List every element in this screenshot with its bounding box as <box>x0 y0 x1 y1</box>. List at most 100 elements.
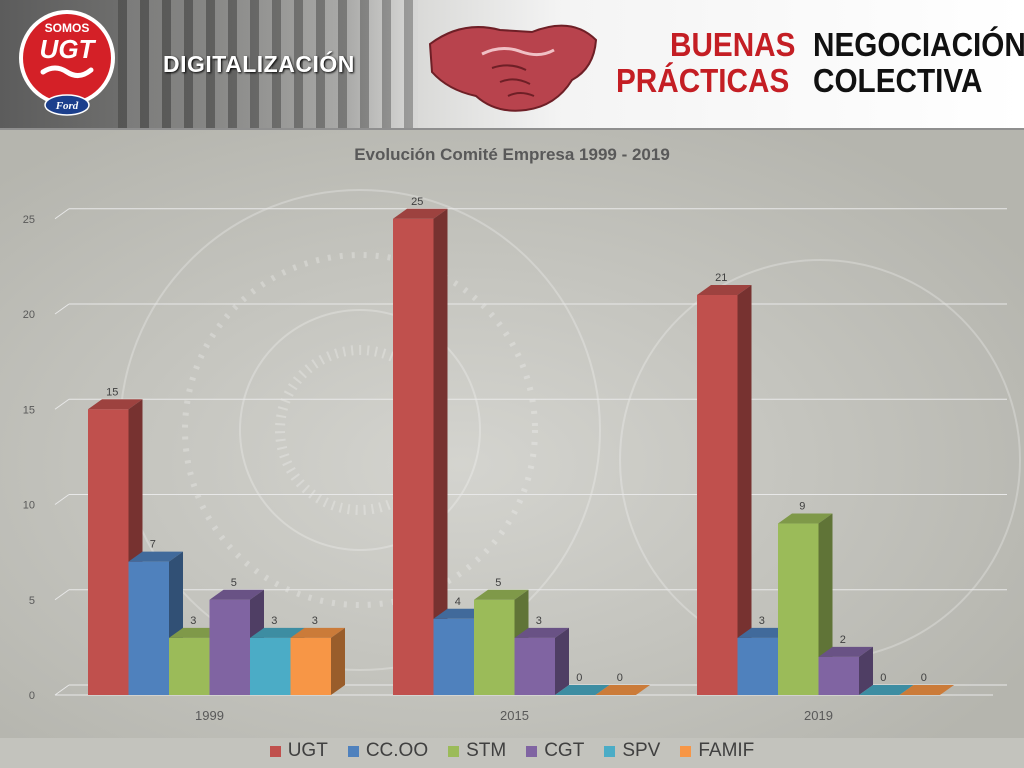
ford-oval-icon <box>44 94 90 116</box>
section-title: DIGITALIZACIÓN <box>163 51 355 77</box>
bar-stm-2019 <box>778 513 833 695</box>
bar-spv-1999 <box>250 627 305 695</box>
legend-swatch <box>604 745 616 757</box>
bar-top <box>128 551 183 562</box>
bar-top <box>290 627 345 638</box>
gridline-diag <box>54 208 70 220</box>
bar-famif-2015 <box>595 685 650 696</box>
bar-front <box>169 637 210 695</box>
bar-top <box>514 627 569 638</box>
gridline-diag <box>54 398 70 410</box>
bar-top <box>899 685 954 695</box>
legend-label: CC.OO <box>365 740 429 761</box>
bar-front <box>88 409 129 695</box>
legend-item: SPV <box>604 740 660 762</box>
bar-side <box>555 627 569 695</box>
gridline-diag <box>54 684 70 696</box>
logo-somos-text: SOMOS <box>45 21 90 35</box>
legend-label: CGT <box>544 740 585 761</box>
legend-swatch <box>269 745 281 757</box>
gridline-diag <box>54 589 70 601</box>
data-label: 0 <box>880 672 886 684</box>
bar-front <box>433 618 474 695</box>
y-tick-label: 10 <box>23 500 35 512</box>
data-label: 21 <box>715 272 727 284</box>
bar-top <box>209 589 264 600</box>
chart-title: Evolución Comité Empresa 1999 - 2019 <box>354 145 670 164</box>
data-label: 15 <box>106 386 118 398</box>
bar-cgt-2015 <box>514 627 569 695</box>
bar-ccoo-1999 <box>128 551 183 695</box>
logo-hands-icon <box>40 65 94 78</box>
handshake-icon <box>428 24 598 112</box>
x-tick-label: 1999 <box>195 708 224 723</box>
header-photo <box>118 0 418 128</box>
y-tick-label: 5 <box>29 595 35 607</box>
title-buenas: BUENAS <box>670 26 796 63</box>
y-tick-label: 20 <box>23 309 35 321</box>
data-label: 7 <box>150 539 156 551</box>
gridline-diag <box>54 303 70 315</box>
data-label: 2 <box>840 634 846 646</box>
title-negociacion: NEGOCIACIÓN <box>813 26 1024 63</box>
data-label: 4 <box>455 596 461 608</box>
header-banner: SOMOS UGT Ford DIGITALIZACIÓN BUENAS NEG… <box>0 0 1024 130</box>
data-label: 0 <box>576 672 582 684</box>
data-label: 3 <box>190 615 196 627</box>
y-tick-label: 0 <box>29 690 35 702</box>
bar-front <box>697 294 738 695</box>
bar-top <box>859 685 914 695</box>
data-label: 3 <box>536 615 542 627</box>
legend-item: CC.OO <box>347 740 429 762</box>
data-label: 25 <box>411 196 423 208</box>
legend-label: FAMIF <box>698 740 755 761</box>
bar-top <box>474 589 529 600</box>
legend-item: STM <box>448 740 506 762</box>
bar-top <box>250 627 305 638</box>
bar-side <box>737 284 752 695</box>
data-label: 5 <box>231 577 237 589</box>
y-tick-label: 15 <box>23 404 35 416</box>
y-tick-label: 25 <box>23 214 35 226</box>
bar-ugt-2015 <box>393 208 448 695</box>
gridline-diag <box>54 494 70 505</box>
bar-top <box>88 399 143 410</box>
bar-top <box>778 513 833 524</box>
bar-front <box>290 637 331 695</box>
legend-swatch <box>680 745 692 757</box>
bar-cgt-2019 <box>818 646 873 695</box>
bar-front <box>778 523 819 695</box>
title-colectiva: COLECTIVA <box>813 62 983 99</box>
legend-swatch <box>526 745 538 757</box>
bar-famif-1999 <box>290 627 345 695</box>
ugt-ford-logo: SOMOS UGT Ford <box>19 10 115 116</box>
legend-item: FAMIF <box>680 740 754 762</box>
bar-top <box>555 685 610 695</box>
legend-label: SPV <box>622 740 661 761</box>
x-tick-label: 2019 <box>804 708 833 723</box>
data-label: 5 <box>495 577 501 589</box>
bar-front <box>737 637 778 695</box>
title-practicas: PRÁCTICAS <box>616 62 790 99</box>
data-label: 3 <box>312 615 318 627</box>
bar-front <box>209 599 250 695</box>
chart-area: Evolución Comité Empresa 1999 - 2019 0 5 1… <box>0 130 1024 738</box>
x-tick-label: 2015 <box>500 708 529 723</box>
bar-top <box>818 646 873 657</box>
bar-top <box>393 208 448 219</box>
bar-side <box>859 646 873 695</box>
data-label: 3 <box>271 615 277 627</box>
data-label: 9 <box>799 501 805 513</box>
bar-side <box>433 208 448 695</box>
chart-legend: UGT CC.OO STM CGT SPV FAMIF <box>0 740 1024 762</box>
bar-front <box>250 637 291 695</box>
data-label: 0 <box>921 672 927 684</box>
bar-front <box>393 218 434 695</box>
bar-top <box>595 685 650 695</box>
legend-item: CGT <box>526 740 584 762</box>
legend-item: UGT <box>269 740 328 762</box>
bar-famif-2019 <box>899 685 954 696</box>
legend-label: STM <box>466 740 507 761</box>
bar-ugt-2019 <box>697 284 752 695</box>
bar-spv-2019 <box>859 685 914 696</box>
